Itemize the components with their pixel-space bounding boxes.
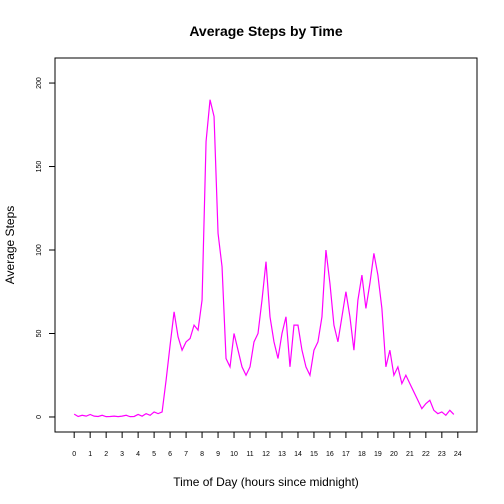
- x-tick-label: 5: [152, 451, 156, 458]
- x-tick-label: 8: [200, 451, 204, 458]
- y-tick-label: 0: [36, 415, 43, 419]
- x-tick-label: 3: [120, 451, 124, 458]
- x-tick-label: 17: [342, 451, 350, 458]
- y-tick-label: 100: [36, 244, 43, 256]
- x-tick-label: 6: [168, 451, 172, 458]
- data-line: [73, 99, 455, 418]
- chart-title: Average Steps by Time: [189, 23, 343, 39]
- x-tick-label: 22: [422, 451, 430, 458]
- y-tick-label: 200: [36, 77, 43, 89]
- y-tick-label: 50: [36, 329, 43, 337]
- x-tick-label: 15: [310, 451, 318, 458]
- x-tick-label: 19: [374, 451, 382, 458]
- x-tick-label: 18: [358, 451, 366, 458]
- x-axis-label: Time of Day (hours since midnight): [173, 475, 359, 489]
- x-tick-label: 9: [216, 451, 220, 458]
- x-tick-label: 1: [88, 451, 92, 458]
- y-tick-label: 150: [36, 161, 43, 173]
- x-tick-label: 14: [294, 451, 302, 458]
- x-tick-label: 0: [72, 451, 76, 458]
- x-tick-label: 24: [454, 451, 462, 458]
- x-tick-label: 23: [438, 451, 446, 458]
- x-tick-label: 4: [136, 451, 140, 458]
- x-tick-label: 20: [390, 451, 398, 458]
- x-tick-label: 11: [246, 451, 253, 458]
- x-tick-label: 2: [104, 451, 108, 458]
- x-tick-label: 13: [278, 451, 286, 458]
- x-tick-label: 21: [406, 451, 414, 458]
- plot-frame: [54, 57, 478, 433]
- x-tick-label: 12: [262, 451, 270, 458]
- y-axis-label: Average Steps: [3, 206, 17, 285]
- x-tick-label: 16: [326, 451, 334, 458]
- x-tick-label: 10: [230, 451, 238, 458]
- x-tick-label: 7: [184, 451, 188, 458]
